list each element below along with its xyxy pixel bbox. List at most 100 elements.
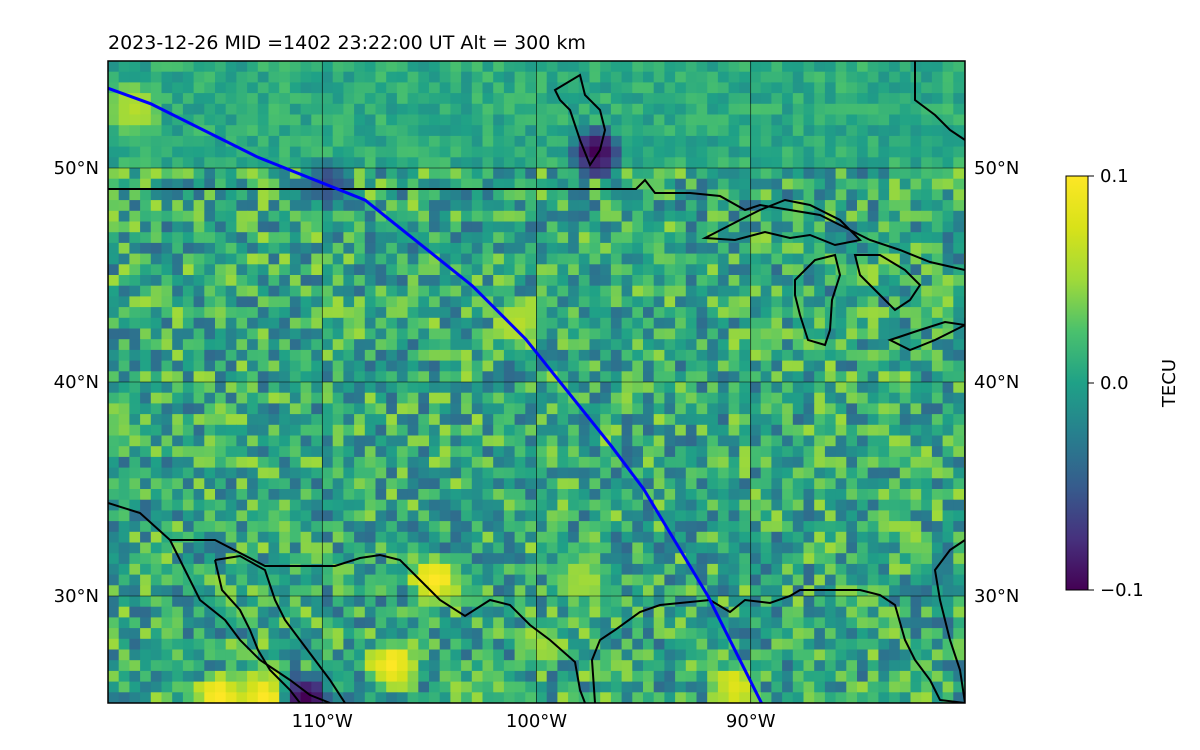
heatmap-cell: [215, 125, 227, 137]
heatmap-cell: [525, 649, 537, 661]
heatmap-cell: [493, 242, 505, 255]
heatmap-cell: [118, 446, 130, 458]
heatmap-cell: [193, 178, 205, 190]
heatmap-cell: [161, 232, 173, 244]
heatmap-cell: [931, 178, 944, 190]
heatmap-cell: [568, 371, 580, 383]
heatmap-cell: [771, 339, 783, 351]
heatmap-cell: [910, 649, 922, 661]
heatmap-cell: [824, 135, 837, 148]
heatmap-cell: [921, 489, 933, 501]
heatmap-cell: [792, 232, 804, 244]
heatmap-cell: [503, 157, 516, 169]
heatmap-cell: [536, 382, 548, 394]
heatmap-cell: [396, 93, 409, 105]
heatmap-cell: [247, 531, 259, 543]
heatmap-cell: [771, 435, 783, 447]
heatmap-cell: [653, 82, 665, 94]
heatmap-cell: [857, 596, 869, 608]
heatmap-cell: [161, 660, 173, 672]
heatmap-cell: [707, 414, 719, 426]
heatmap-cell: [236, 414, 248, 426]
heatmap-cell: [857, 617, 869, 629]
heatmap-cell: [289, 670, 302, 683]
heatmap-cell: [792, 103, 804, 115]
heatmap-cell: [503, 446, 516, 458]
heatmap-cell: [182, 499, 195, 511]
heatmap-cell: [332, 392, 344, 404]
heatmap-cell: [878, 200, 890, 212]
heatmap-cell: [514, 392, 526, 404]
heatmap-cell: [739, 178, 751, 190]
heatmap-cell: [140, 93, 152, 105]
heatmap-cell: [172, 478, 184, 490]
heatmap-cell: [503, 275, 516, 287]
heatmap-cell: [717, 596, 730, 608]
heatmap-cell: [300, 510, 312, 522]
heatmap-cell: [386, 146, 398, 158]
heatmap-cell: [600, 210, 612, 222]
heatmap-cell: [632, 553, 644, 565]
heatmap-cell: [717, 499, 730, 511]
heatmap-cell: [685, 253, 697, 265]
heatmap-cell: [921, 542, 933, 554]
heatmap-cell: [514, 617, 526, 629]
heatmap-cell: [889, 317, 901, 329]
heatmap-cell: [760, 382, 772, 394]
coastline-gulf: [590, 589, 965, 703]
heatmap-cell: [953, 71, 965, 83]
heatmap-cell: [150, 135, 162, 148]
heatmap-cell: [182, 360, 195, 372]
heatmap-cell: [407, 296, 419, 308]
heatmap-cell: [268, 103, 280, 115]
heatmap-cell: [450, 232, 462, 244]
heatmap-cell: [108, 285, 120, 297]
heatmap-cell: [322, 146, 334, 158]
heatmap-cell: [675, 660, 687, 672]
heatmap-cell: [503, 392, 516, 404]
heatmap-cell: [439, 232, 451, 244]
heatmap-cell: [204, 232, 216, 244]
heatmap-cell: [717, 553, 730, 565]
heatmap-cell: [899, 574, 911, 586]
heatmap-cell: [589, 71, 601, 83]
heatmap-cell: [150, 638, 162, 650]
heatmap-cell: [643, 531, 655, 543]
heatmap-cell: [760, 71, 772, 83]
heatmap-cell: [450, 531, 462, 543]
heatmap-cell: [386, 157, 398, 169]
heatmap-cell: [632, 296, 644, 308]
heatmap-cell: [396, 82, 409, 94]
heatmap-cell: [921, 168, 933, 180]
heatmap-cell: [375, 553, 387, 565]
heatmap-cell: [268, 392, 280, 404]
heatmap-cell: [503, 403, 516, 415]
lat-tick-label-left: 40°N: [54, 372, 99, 393]
heatmap-cell: [771, 681, 783, 693]
heatmap-cell: [589, 585, 601, 597]
heatmap-cell: [450, 157, 462, 169]
heatmap-cell: [536, 403, 548, 415]
heatmap-cell: [771, 606, 783, 618]
heatmap-cell: [675, 360, 687, 372]
heatmap-cell: [568, 489, 580, 501]
heatmap-cell: [332, 574, 344, 586]
heatmap-cell: [728, 360, 740, 372]
heatmap-cell: [889, 200, 901, 212]
heatmap-cell: [782, 542, 794, 554]
heatmap-cell: [728, 692, 740, 703]
heatmap-cell: [899, 456, 911, 469]
heatmap-cell: [354, 371, 366, 383]
heatmap-cell: [279, 681, 291, 693]
heatmap-cell: [632, 221, 644, 233]
heatmap-cell: [696, 414, 708, 426]
heatmap-cell: [439, 168, 451, 180]
heatmap-cell: [814, 574, 826, 586]
heatmap-cell: [150, 446, 162, 458]
heatmap-cell: [118, 114, 130, 126]
heatmap-cell: [247, 435, 259, 447]
heatmap-cell: [172, 670, 184, 683]
heatmap-cell: [750, 617, 762, 629]
heatmap-cell: [375, 221, 387, 233]
heatmap-cell: [493, 317, 505, 329]
